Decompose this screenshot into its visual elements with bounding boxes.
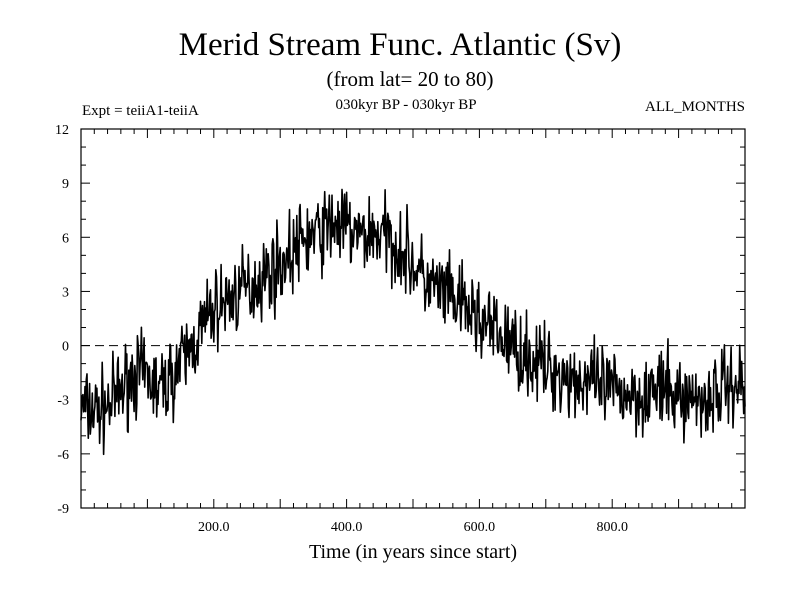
experiment-label: Expt = teiiA1-teiiA [82, 103, 199, 119]
y-tick-label: -6 [57, 448, 69, 463]
x-axis-label: Time (in years since start) [309, 541, 517, 563]
y-tick-label: 0 [62, 340, 69, 355]
x-tick-label: 800.0 [596, 520, 628, 535]
y-tick-label: 9 [62, 177, 69, 192]
plot-frame [80, 128, 746, 509]
x-tick-label: 600.0 [464, 520, 496, 535]
y-tick-label: -9 [57, 502, 69, 517]
y-tick-label: 3 [62, 285, 69, 300]
y-tick-label: 6 [62, 231, 69, 246]
period-label: 030kyr BP - 030kyr BP [335, 97, 477, 113]
y-tick-label: -3 [57, 394, 69, 409]
series-line [80, 188, 746, 456]
months-label: ALL_MONTHS [645, 99, 745, 115]
chart-title: Merid Stream Func. Atlantic (Sv) [178, 27, 622, 63]
y-tick-label: 12 [55, 123, 69, 138]
x-tick-label: 400.0 [331, 520, 363, 535]
chart-subtitle: (from lat= 20 to 80) [326, 67, 494, 91]
x-tick-label: 200.0 [198, 520, 230, 535]
